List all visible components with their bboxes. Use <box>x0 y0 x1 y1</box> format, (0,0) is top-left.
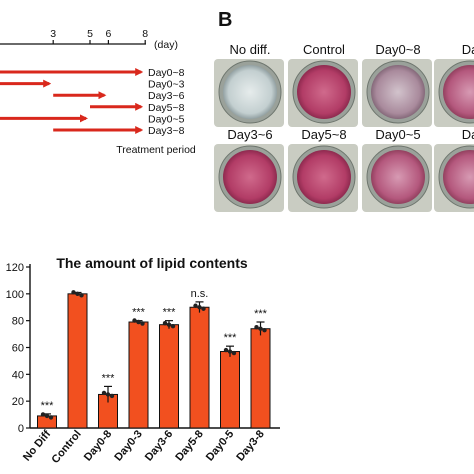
significance-label: *** <box>41 400 55 412</box>
well-label: Da <box>462 42 474 57</box>
bar <box>128 321 149 429</box>
replicate-point <box>231 350 237 356</box>
y-tick-label: 60 <box>12 343 24 355</box>
replicate-point <box>75 291 80 297</box>
y-tick-label: 20 <box>12 396 24 408</box>
well-label: Day5~8 <box>301 127 346 142</box>
x-tick-label: Day3-8 <box>234 428 266 463</box>
x-tick-label: Day0-3 <box>112 428 144 463</box>
replicate-point <box>262 328 267 333</box>
replicate-point <box>136 319 141 325</box>
well-label: Day3~6 <box>227 127 272 142</box>
well-stain <box>371 150 425 204</box>
x-tick-label: Day0-5 <box>204 428 236 463</box>
well-stain <box>443 65 474 119</box>
treatment-row-label: Day0~8 <box>148 67 185 79</box>
x-tick-label: Day0-8 <box>82 428 114 463</box>
bar <box>67 293 88 429</box>
well-stain <box>297 150 351 204</box>
well-label: Day0~5 <box>375 127 420 142</box>
well-stain <box>443 150 474 204</box>
well-stain <box>223 65 277 119</box>
timeline-tick-label: 5 <box>87 28 93 40</box>
timeline-tick-label: 6 <box>105 28 111 40</box>
significance-label: *** <box>132 307 146 319</box>
x-tick-label: Control <box>49 428 83 466</box>
y-tick-label: 80 <box>12 316 24 328</box>
significance-label: *** <box>254 308 268 320</box>
panel-b-letter: B <box>218 9 232 31</box>
replicate-point <box>40 412 46 417</box>
significance-label: *** <box>163 307 177 319</box>
well-stain <box>223 150 277 204</box>
replicate-point <box>109 393 115 399</box>
replicate-point <box>105 392 111 397</box>
treatment-row-label: Day3~8 <box>148 125 185 137</box>
replicate-point <box>101 390 107 396</box>
well-images: No diff. Control Day0~8 Da Day3~6 Day5~8 Day0~… <box>214 42 474 212</box>
timeline-tick-label: 8 <box>142 28 148 40</box>
significance-label: n.s. <box>191 288 209 300</box>
treatment-row-label: Day0~3 <box>148 79 185 91</box>
replicate-point <box>79 293 84 298</box>
replicate-point <box>140 321 145 326</box>
replicate-point <box>162 320 168 326</box>
well-label: Control <box>303 42 345 57</box>
y-tick-label: 0 <box>18 423 24 435</box>
replicate-point <box>48 415 54 420</box>
replicate-point <box>193 303 198 308</box>
well-label: No diff. <box>230 42 271 57</box>
timeline-tick-label: 3 <box>50 28 56 40</box>
replicate-point <box>223 347 229 353</box>
replicate-point <box>71 290 76 295</box>
significance-label: *** <box>102 372 116 384</box>
timeline-unit: (day) <box>154 39 178 51</box>
chart-title: The amount of lipid contents <box>56 255 248 271</box>
bar <box>159 324 179 429</box>
treatment-row-label: Day5~8 <box>148 102 185 114</box>
replicate-point <box>227 349 233 354</box>
bar <box>189 306 210 429</box>
replicate-point <box>254 325 259 330</box>
replicate-point <box>44 413 50 419</box>
replicate-point <box>132 318 137 323</box>
y-tick-label: 120 <box>6 262 24 274</box>
treatment-timeline: (day) Treatment period 3 5 6 8Day0~8Day0~3D… <box>0 28 196 156</box>
timeline-caption: Treatment period <box>116 144 196 156</box>
replicate-point <box>201 306 206 311</box>
y-tick-label: 100 <box>6 289 24 301</box>
bar <box>250 328 271 429</box>
well-label: Day0~8 <box>375 42 420 57</box>
well-stain <box>371 65 425 119</box>
replicate-point <box>166 322 172 327</box>
well-stain <box>297 65 351 119</box>
replicate-point <box>197 305 202 310</box>
significance-label: *** <box>224 332 238 344</box>
replicate-point <box>258 326 263 331</box>
treatment-row-label: Day0~5 <box>148 113 185 125</box>
treatment-row-label: Day3~6 <box>148 90 185 102</box>
x-tick-label: Day5-8 <box>173 428 205 463</box>
bar <box>220 351 240 429</box>
replicate-point <box>170 323 176 329</box>
x-tick-label: Day3-6 <box>143 428 175 463</box>
y-tick-label: 40 <box>12 369 24 381</box>
well-label: Da <box>462 127 474 142</box>
